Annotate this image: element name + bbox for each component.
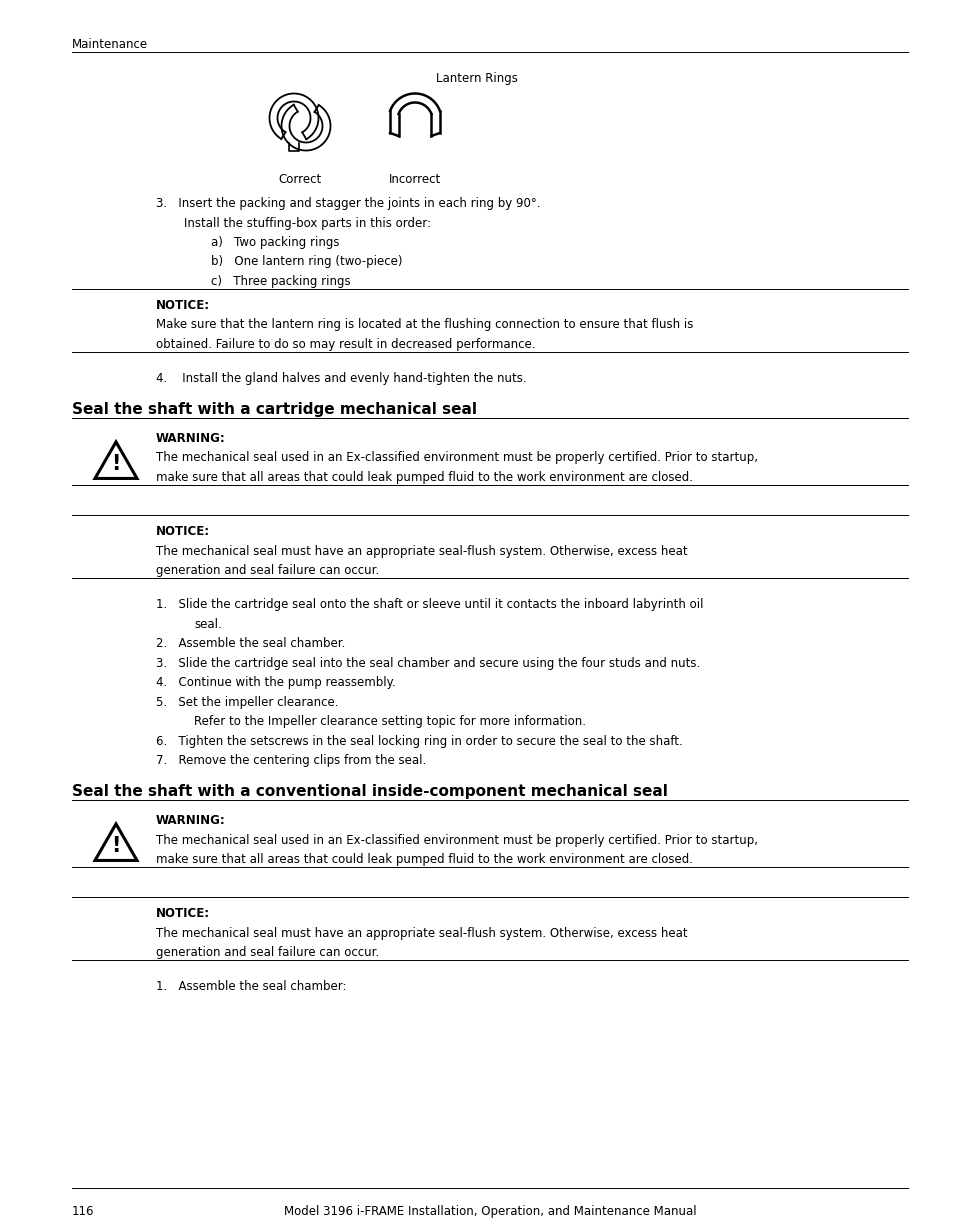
Text: !: ! xyxy=(112,836,121,855)
Text: Model 3196 i-FRAME Installation, Operation, and Maintenance Manual: Model 3196 i-FRAME Installation, Operati… xyxy=(283,1205,696,1218)
Text: WARNING:: WARNING: xyxy=(156,814,226,827)
Text: b)   One lantern ring (two-piece): b) One lantern ring (two-piece) xyxy=(211,255,402,269)
Text: NOTICE:: NOTICE: xyxy=(156,525,210,537)
Text: Incorrect: Incorrect xyxy=(389,173,440,187)
Polygon shape xyxy=(281,104,330,151)
Text: Seal the shaft with a cartridge mechanical seal: Seal the shaft with a cartridge mechanic… xyxy=(71,402,476,417)
Text: Refer to the Impeller clearance setting topic for more information.: Refer to the Impeller clearance setting … xyxy=(193,715,585,728)
Text: generation and seal failure can occur.: generation and seal failure can occur. xyxy=(156,946,379,960)
Text: Lantern Rings: Lantern Rings xyxy=(436,72,517,85)
Text: !: ! xyxy=(112,454,121,474)
Text: The mechanical seal used in an Ex-classified environment must be properly certif: The mechanical seal used in an Ex-classi… xyxy=(156,452,758,465)
Text: generation and seal failure can occur.: generation and seal failure can occur. xyxy=(156,564,379,577)
Text: 116: 116 xyxy=(71,1205,94,1218)
Text: Seal the shaft with a conventional inside-component mechanical seal: Seal the shaft with a conventional insid… xyxy=(71,784,667,799)
Text: WARNING:: WARNING: xyxy=(156,432,226,445)
Text: make sure that all areas that could leak pumped fluid to the work environment ar: make sure that all areas that could leak… xyxy=(156,853,692,866)
Text: NOTICE:: NOTICE: xyxy=(156,299,210,312)
Text: 7.   Remove the centering clips from the seal.: 7. Remove the centering clips from the s… xyxy=(156,755,426,767)
Text: 1.   Assemble the seal chamber:: 1. Assemble the seal chamber: xyxy=(156,980,346,993)
Text: obtained. Failure to do so may result in decreased performance.: obtained. Failure to do so may result in… xyxy=(156,337,535,351)
Text: c)   Three packing rings: c) Three packing rings xyxy=(211,275,351,288)
Text: 3.   Insert the packing and stagger the joints in each ring by 90°.: 3. Insert the packing and stagger the jo… xyxy=(156,198,540,210)
Text: 2.   Assemble the seal chamber.: 2. Assemble the seal chamber. xyxy=(156,637,345,650)
Polygon shape xyxy=(390,93,439,114)
Text: Install the stuffing-box parts in this order:: Install the stuffing-box parts in this o… xyxy=(184,216,431,229)
Text: The mechanical seal must have an appropriate seal-flush system. Otherwise, exces: The mechanical seal must have an appropr… xyxy=(156,926,687,940)
Text: 4.    Install the gland halves and evenly hand-tighten the nuts.: 4. Install the gland halves and evenly h… xyxy=(156,372,526,385)
Text: seal.: seal. xyxy=(193,617,221,631)
Text: 5.   Set the impeller clearance.: 5. Set the impeller clearance. xyxy=(156,696,338,708)
Text: 1.   Slide the cartridge seal onto the shaft or sleeve until it contacts the inb: 1. Slide the cartridge seal onto the sha… xyxy=(156,598,702,611)
Text: Make sure that the lantern ring is located at the flushing connection to ensure : Make sure that the lantern ring is locat… xyxy=(156,319,693,331)
Text: NOTICE:: NOTICE: xyxy=(156,907,210,920)
Text: The mechanical seal must have an appropriate seal-flush system. Otherwise, exces: The mechanical seal must have an appropr… xyxy=(156,545,687,557)
Text: make sure that all areas that could leak pumped fluid to the work environment ar: make sure that all areas that could leak… xyxy=(156,471,692,483)
Text: Correct: Correct xyxy=(278,173,321,187)
Text: a)   Two packing rings: a) Two packing rings xyxy=(211,236,339,249)
Text: 4.   Continue with the pump reassembly.: 4. Continue with the pump reassembly. xyxy=(156,676,395,690)
Text: 6.   Tighten the setscrews in the seal locking ring in order to secure the seal : 6. Tighten the setscrews in the seal loc… xyxy=(156,735,682,747)
Text: 3.   Slide the cartridge seal into the seal chamber and secure using the four st: 3. Slide the cartridge seal into the sea… xyxy=(156,656,700,670)
Text: The mechanical seal used in an Ex-classified environment must be properly certif: The mechanical seal used in an Ex-classi… xyxy=(156,833,758,847)
Text: Maintenance: Maintenance xyxy=(71,38,148,52)
Polygon shape xyxy=(270,93,318,139)
